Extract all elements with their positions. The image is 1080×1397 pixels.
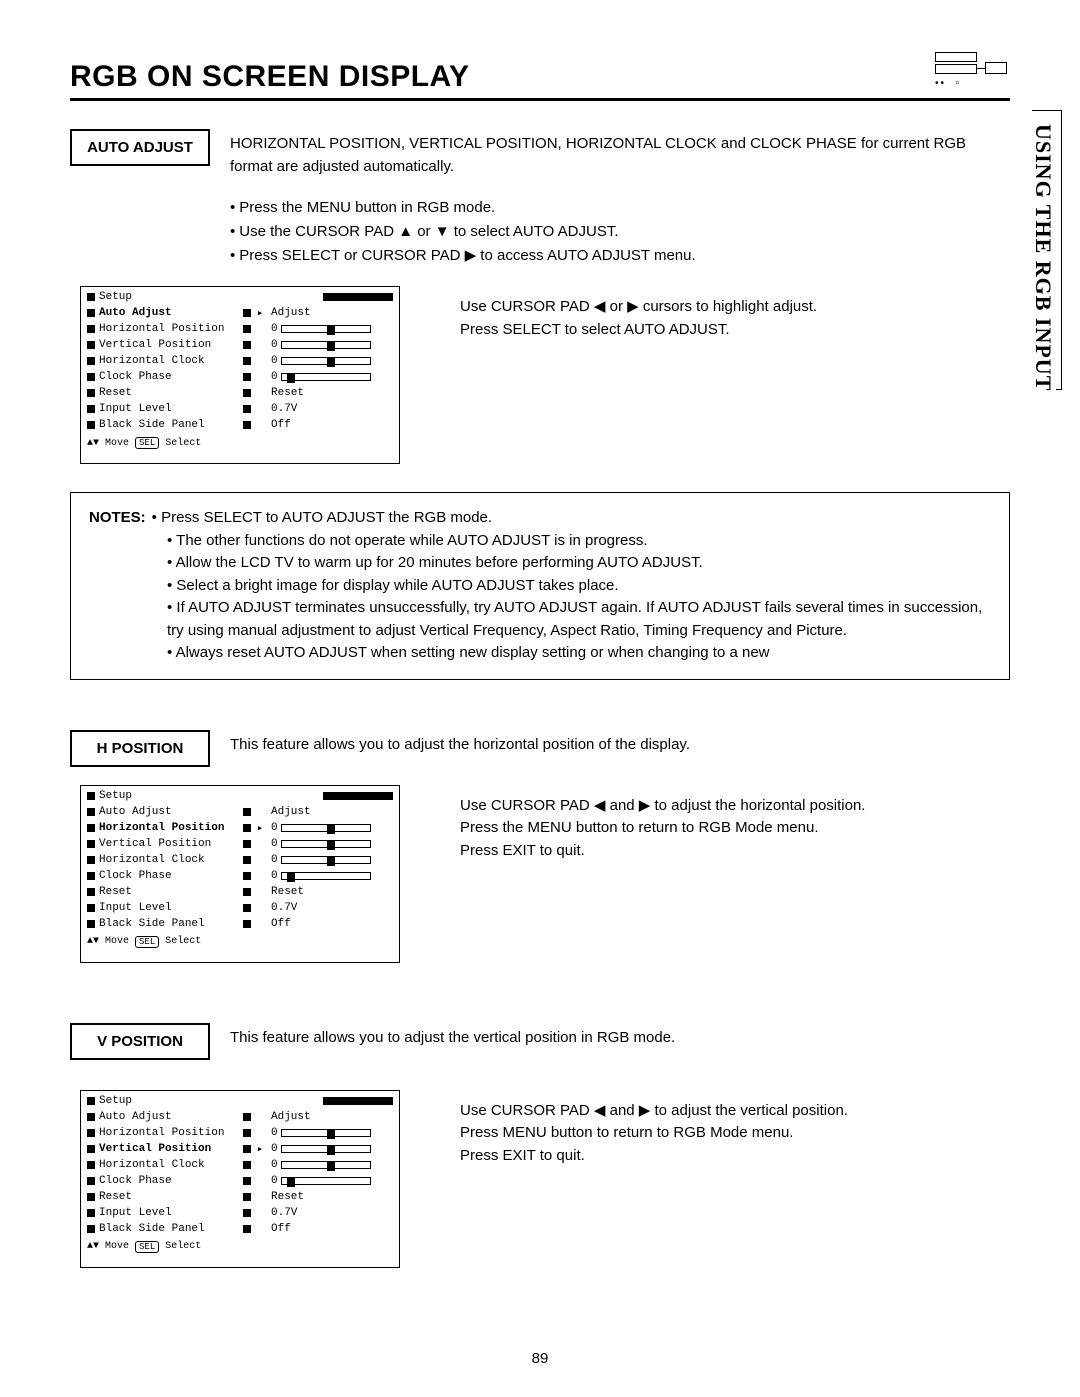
section-h-position: H POSITION This feature allows you to ad… <box>70 730 1010 767</box>
notes-label: NOTES: <box>89 507 146 530</box>
v-position-desc: This feature allows you to adjust the ve… <box>230 1023 1010 1050</box>
h-position-desc: This feature allows you to adjust the ho… <box>230 730 1010 757</box>
step-1: Press the MENU button in RGB mode. <box>230 196 1010 220</box>
section-auto-adjust: AUTO ADJUST HORIZONTAL POSITION, VERTICA… <box>70 129 1010 178</box>
title-underline <box>70 98 1010 101</box>
remote-icon: •• ▫ <box>935 52 1010 92</box>
notes-item: Always reset AUTO ADJUST when setting ne… <box>167 642 991 665</box>
page-title: RGB ON SCREEN DISPLAY <box>70 60 1010 94</box>
notes-item: Allow the LCD TV to warm up for 20 minut… <box>167 552 991 575</box>
h-position-label: H POSITION <box>70 730 210 767</box>
notes-item: Select a bright image for display while … <box>167 575 991 598</box>
v-position-side-text: Use CURSOR PAD ◀ and ▶ to adjust the ver… <box>460 1090 1010 1168</box>
osd-menu-h: SetupAuto AdjustAdjustHorizontal Positio… <box>80 785 400 963</box>
page-number: 89 <box>532 1350 549 1367</box>
v-position-label: V POSITION <box>70 1023 210 1060</box>
auto-adjust-side-text: Use CURSOR PAD ◀ or ▶ cursors to highlig… <box>460 286 1010 341</box>
auto-adjust-desc: HORIZONTAL POSITION, VERTICAL POSITION, … <box>230 129 1010 178</box>
step-2: Use the CURSOR PAD ▲ or ▼ to select AUTO… <box>230 220 1010 244</box>
notes-item: If AUTO ADJUST terminates unsuccessfully… <box>167 597 991 642</box>
osd-menu-auto: SetupAuto Adjust▸AdjustHorizontal Positi… <box>80 286 400 464</box>
side-section-label: USING THE RGB INPUT <box>1030 120 1056 395</box>
notes-list: The other functions do not operate while… <box>167 530 991 665</box>
step-3: Press SELECT or CURSOR PAD ▶ to access A… <box>230 244 1010 268</box>
section-v-position: V POSITION This feature allows you to ad… <box>70 1023 1010 1060</box>
h-position-side-text: Use CURSOR PAD ◀ and ▶ to adjust the hor… <box>460 785 1010 863</box>
auto-adjust-label: AUTO ADJUST <box>70 129 210 166</box>
notes-item: The other functions do not operate while… <box>167 530 991 553</box>
osd-menu-v: SetupAuto AdjustAdjustHorizontal Positio… <box>80 1090 400 1268</box>
notes-box: NOTES: • Press SELECT to AUTO ADJUST the… <box>70 492 1010 680</box>
auto-adjust-steps: Press the MENU button in RGB mode. Use t… <box>230 196 1010 268</box>
notes-first-item: Press SELECT to AUTO ADJUST the RGB mode… <box>161 509 492 526</box>
